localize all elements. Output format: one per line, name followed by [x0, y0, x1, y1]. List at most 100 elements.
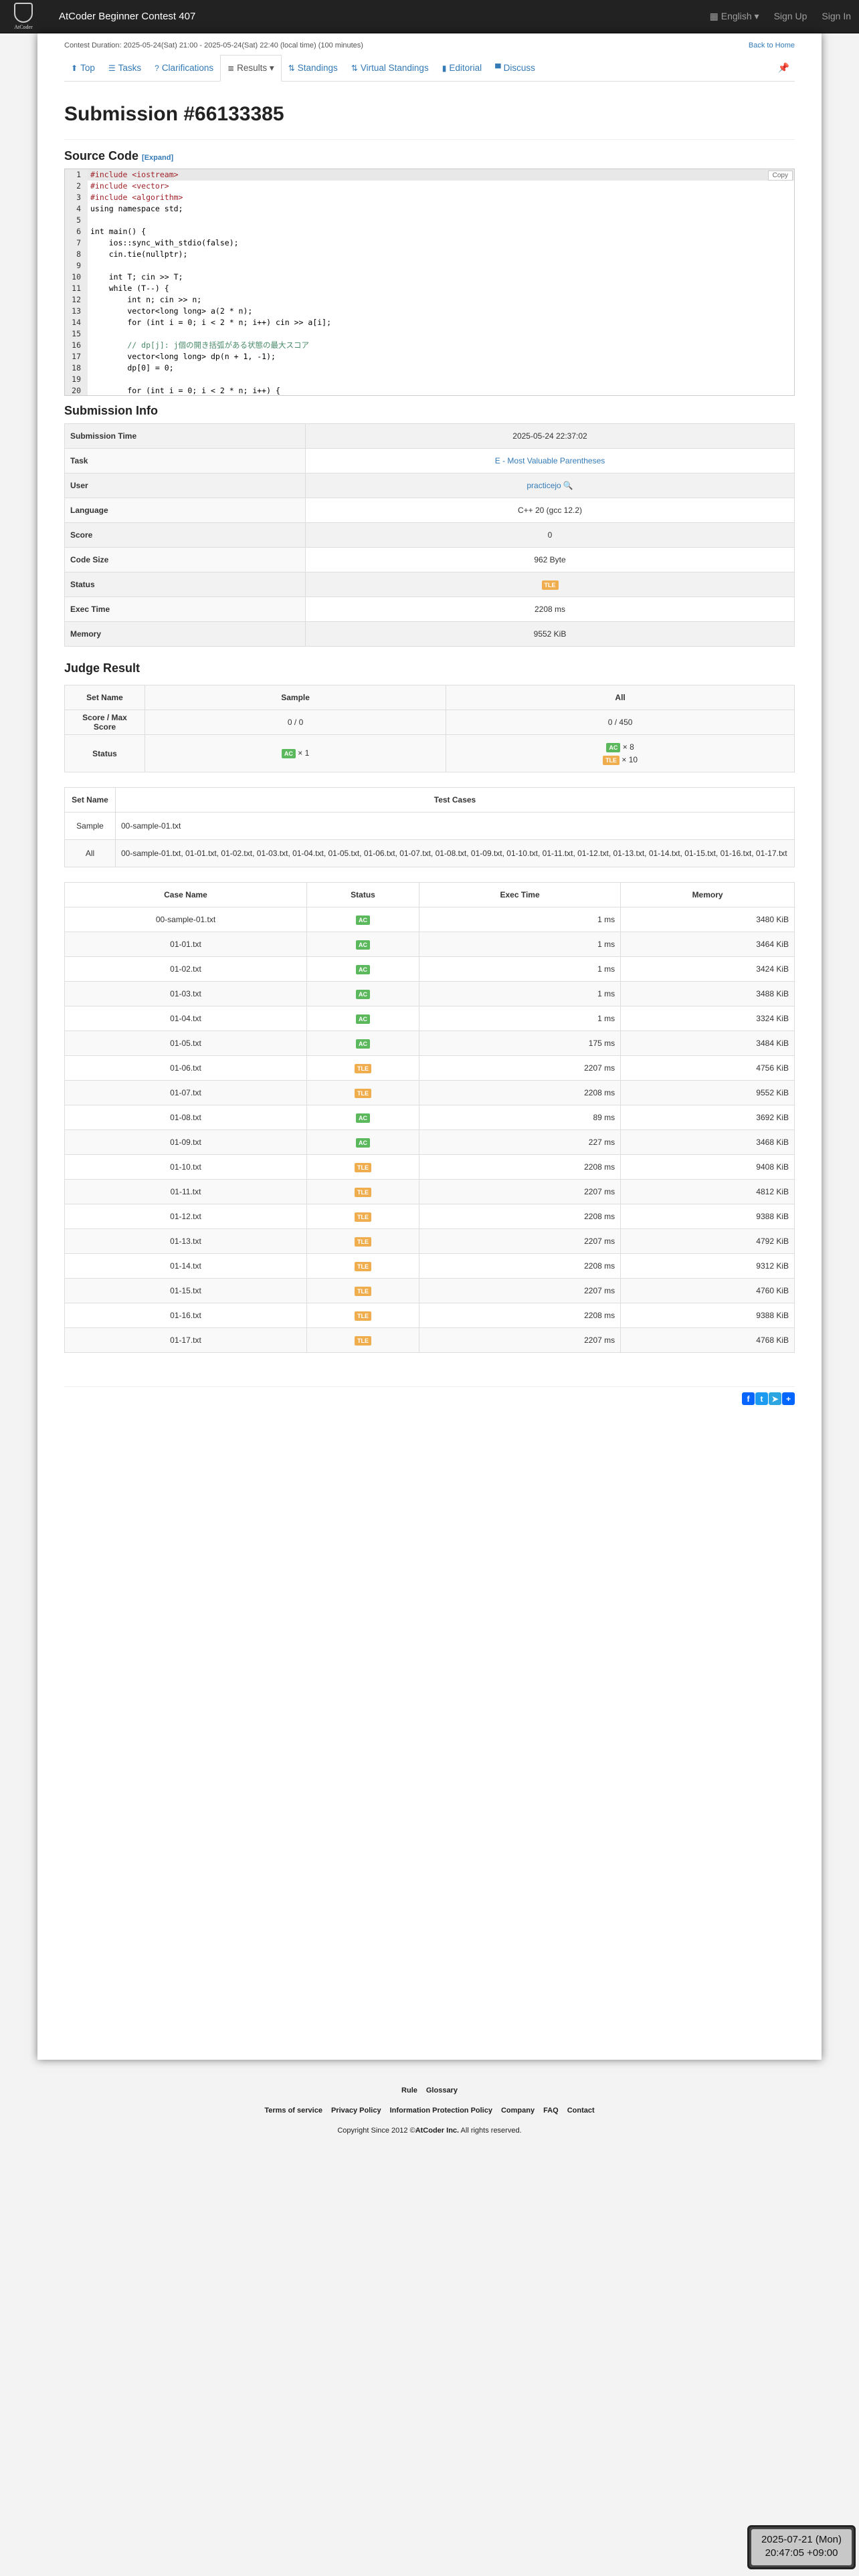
footer-link-glossary[interactable]: Glossary: [425, 2086, 458, 2095]
atcoder-logo[interactable]: AtCoder: [7, 0, 40, 33]
code-line: 9: [65, 260, 794, 272]
tab-tasks[interactable]: ☰ Tasks: [102, 55, 148, 81]
expand-link[interactable]: [Expand]: [142, 154, 174, 162]
pin-icon[interactable]: 📌: [777, 62, 789, 73]
line-number: 12: [65, 294, 88, 306]
tle-badge: TLE: [603, 755, 620, 765]
case-memory: 3484 KiB: [620, 1031, 795, 1056]
source-code-editor[interactable]: Copy 1 #include <iostream> 2 #include <vect…: [64, 169, 795, 396]
code-text: #include <vector>: [90, 181, 169, 191]
set-name: All: [64, 839, 116, 867]
telegram-icon[interactable]: ➤: [769, 1392, 781, 1405]
page-title: Submission #66133385: [64, 103, 284, 125]
sample-score: 0 / 0: [144, 710, 447, 735]
case-memory: 3464 KiB: [620, 932, 795, 957]
code-text: using namespace std;: [90, 204, 183, 213]
case-name: 01-07.txt: [64, 1080, 307, 1105]
case-status: TLE: [306, 1278, 419, 1303]
test-case-row: 01-11.txt TLE 2207 ms 4812 KiB: [64, 1179, 795, 1204]
test-case-row: 01-01.txt AC 1 ms 3464 KiB: [64, 932, 795, 957]
tab-virtual-standings[interactable]: ⇅ Virtual Standings: [345, 55, 436, 81]
tab-clarifications[interactable]: ? Clarifications: [148, 55, 220, 81]
tab-label: Virtual Standings: [360, 63, 429, 73]
case-status: TLE: [306, 1327, 419, 1353]
line-number: 19: [65, 374, 88, 385]
code-line: 11 while (T--) {: [65, 283, 794, 294]
sign-in-link[interactable]: Sign In: [822, 11, 851, 21]
tab-label: Top: [80, 63, 95, 73]
footer-link-contact[interactable]: Contact: [567, 2107, 595, 2115]
code-text: int T; cin >> T;: [90, 272, 183, 282]
info-text: C++ 20 (gcc 12.2): [517, 506, 583, 515]
share-buttons: f t ➤ +: [742, 1392, 795, 1405]
code-line: 4 using namespace std;: [65, 203, 794, 215]
info-row: Memory 9552 KiB: [64, 621, 795, 647]
line-number: 4: [65, 203, 88, 215]
tab-label: Discuss: [503, 63, 535, 73]
tab-results[interactable]: ≣ Results ▾: [220, 55, 282, 82]
footer-link-information-protection-policy[interactable]: Information Protection Policy: [389, 2107, 492, 2115]
footer-link-privacy-policy[interactable]: Privacy Policy: [330, 2107, 381, 2115]
case-status: AC: [306, 1006, 419, 1031]
divider: [64, 139, 795, 140]
case-exec-time: 1 ms: [418, 1006, 622, 1031]
case-memory: 4756 KiB: [620, 1055, 795, 1081]
case-status: AC: [306, 1130, 419, 1155]
tab-discuss[interactable]: ▀ Discuss: [488, 55, 542, 81]
twitter-icon[interactable]: t: [755, 1392, 768, 1405]
test-case-row: 01-05.txt AC 175 ms 3484 KiB: [64, 1031, 795, 1056]
case-exec-time: 2207 ms: [418, 1055, 622, 1081]
ac-count: × 8: [622, 742, 634, 752]
tle-badge: TLE: [355, 1187, 371, 1197]
test-case-row: 01-09.txt AC 227 ms 3468 KiB: [64, 1130, 795, 1155]
footer-link-terms-of-service[interactable]: Terms of service: [264, 2107, 322, 2115]
uk-flag-icon: ▦: [709, 11, 721, 21]
tab-standings[interactable]: ⇅ Standings: [282, 55, 345, 81]
case-exec-time: 1 ms: [418, 907, 622, 932]
info-link[interactable]: practicejo: [527, 481, 561, 490]
info-value: practicejo 🔍: [305, 473, 795, 498]
case-name: 01-02.txt: [64, 956, 307, 982]
code-line: 16 // dp[j]: j個の開き括弧がある状態の最大スコア: [65, 340, 794, 351]
copy-button[interactable]: Copy: [767, 171, 793, 181]
company-link[interactable]: AtCoder Inc.: [415, 2127, 460, 2135]
sign-up-link[interactable]: Sign Up: [773, 11, 807, 21]
info-value: 962 Byte: [305, 547, 795, 572]
facebook-icon[interactable]: f: [742, 1392, 755, 1405]
case-exec-time: 2207 ms: [418, 1278, 622, 1303]
code-text: [88, 328, 90, 340]
line-number: 17: [65, 351, 88, 362]
code-line: 20 for (int i = 0; i < 2 * n; i++) {: [65, 385, 794, 395]
code-line: 19: [65, 374, 794, 385]
ac-badge: AC: [356, 1113, 370, 1123]
ac-badge: AC: [356, 964, 370, 974]
search-icon[interactable]: 🔍: [563, 481, 573, 490]
footer-link-faq[interactable]: FAQ: [543, 2107, 559, 2115]
language-dropdown[interactable]: ▦ English ▾: [709, 11, 759, 21]
line-number: 20: [65, 385, 88, 395]
back-to-home-link[interactable]: Back to Home: [748, 41, 795, 49]
tab-top[interactable]: ⬆ Top: [64, 55, 102, 81]
code-line: 14 for (int i = 0; i < 2 * n; i++) cin >…: [65, 317, 794, 328]
line-number: 2: [65, 181, 88, 192]
case-memory: 9388 KiB: [620, 1204, 795, 1229]
set-name: Sample: [64, 812, 116, 840]
code-text: vector<long long> dp(n + 1, -1);: [90, 352, 276, 361]
tab-editorial[interactable]: ▮ Editorial: [436, 55, 488, 81]
test-set-row: All 00-sample-01.txt, 01-01.txt, 01-02.tx…: [64, 839, 795, 867]
set-cases: 00-sample-01.txt: [115, 812, 795, 840]
code-text: // dp[j]: j個の開き括弧がある状態の最大スコア: [90, 340, 310, 350]
case-name: 01-11.txt: [64, 1179, 307, 1204]
footer-link-company[interactable]: Company: [500, 2107, 535, 2115]
info-value: C++ 20 (gcc 12.2): [305, 498, 795, 523]
footer-link-rule[interactable]: Rule: [401, 2086, 417, 2095]
share-plus-icon[interactable]: +: [782, 1392, 795, 1405]
footer: Rule Glossary Terms of service Privacy Pol…: [0, 2086, 859, 2135]
case-name: 01-12.txt: [64, 1204, 307, 1229]
contest-title-link[interactable]: AtCoder Beginner Contest 407: [59, 11, 196, 22]
info-link[interactable]: E - Most Valuable Parentheses: [494, 456, 605, 465]
info-value: 9552 KiB: [305, 621, 795, 647]
case-name: 01-09.txt: [64, 1130, 307, 1155]
case-memory: 9408 KiB: [620, 1154, 795, 1180]
question-icon: ?: [155, 63, 159, 73]
